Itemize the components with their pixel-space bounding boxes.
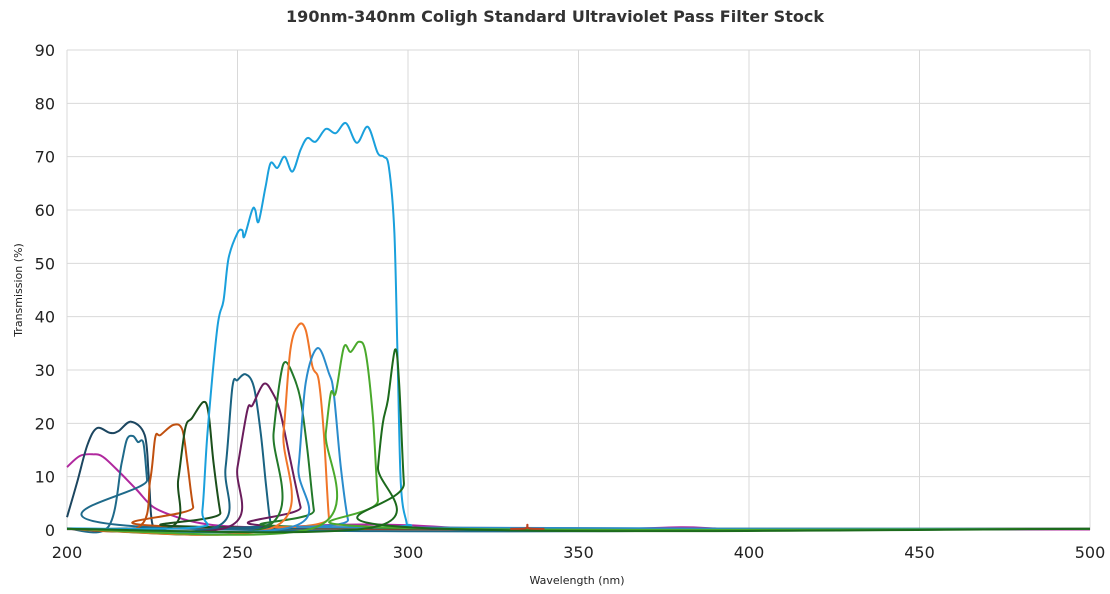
x-tick-label: 400	[734, 543, 765, 562]
series-line-13	[510, 523, 545, 530]
y-tick-label: 90	[35, 41, 55, 60]
y-axis-label: Transmission (%)	[12, 243, 25, 338]
x-axis-label: Wavelength (nm)	[529, 574, 624, 587]
y-tick-label: 80	[35, 94, 55, 113]
y-tick-label: 0	[45, 521, 55, 540]
grid	[66, 49, 1091, 531]
series-line-11	[66, 340, 1091, 536]
y-tick-label: 40	[35, 308, 55, 327]
series-line-12	[66, 348, 1091, 534]
series-line-5	[66, 122, 1091, 530]
x-tick-label: 450	[904, 543, 935, 562]
y-tick-label: 30	[35, 361, 55, 380]
x-tick-label: 350	[563, 543, 594, 562]
y-tick-label: 70	[35, 148, 55, 167]
x-tick-label: 200	[52, 543, 83, 562]
series-line-2	[66, 434, 1091, 534]
y-ticks: 0 10 20 30 40 50 60 70 80 90	[35, 41, 55, 540]
series-group	[66, 122, 1091, 536]
y-tick-label: 60	[35, 201, 55, 220]
chart-title: 190nm-340nm Coligh Standard Ultraviolet …	[286, 7, 824, 26]
y-tick-label: 50	[35, 254, 55, 273]
x-tick-label: 500	[1075, 543, 1106, 562]
x-ticks: 200 250 300 350 400 450 500	[52, 543, 1106, 562]
y-tick-label: 10	[35, 468, 55, 487]
x-tick-label: 250	[222, 543, 253, 562]
y-tick-label: 20	[35, 414, 55, 433]
x-tick-label: 300	[393, 543, 424, 562]
